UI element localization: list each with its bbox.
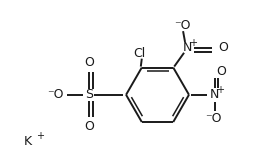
Text: O: O: [84, 120, 94, 133]
Text: ⁻O: ⁻O: [205, 112, 221, 125]
Text: O: O: [84, 56, 94, 69]
Text: +: +: [36, 131, 44, 141]
Text: +: +: [217, 85, 225, 95]
Text: +: +: [189, 38, 197, 48]
Text: Cl: Cl: [134, 47, 146, 60]
Text: ⁻O: ⁻O: [174, 19, 191, 32]
Text: K: K: [24, 135, 32, 148]
Text: O: O: [218, 41, 228, 54]
Text: O: O: [217, 65, 226, 78]
Text: N: N: [182, 41, 192, 54]
Text: ⁻O: ⁻O: [47, 88, 64, 101]
Text: S: S: [85, 88, 93, 101]
Text: N: N: [210, 88, 219, 101]
